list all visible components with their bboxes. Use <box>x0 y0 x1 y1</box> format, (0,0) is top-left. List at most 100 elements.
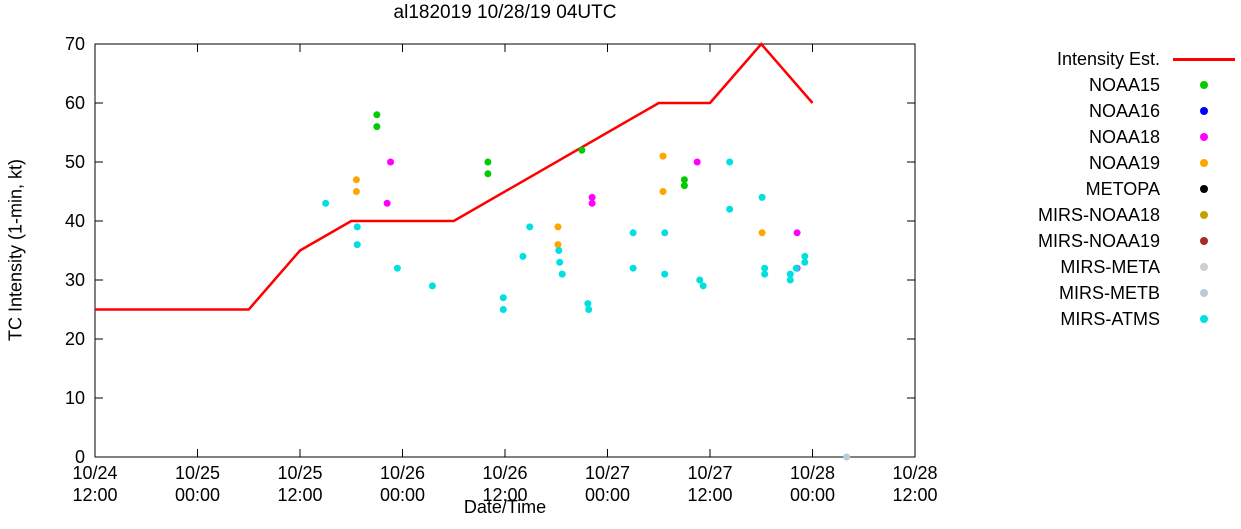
scatter-point-noaa19 <box>659 152 667 160</box>
scatter-point-noaa18 <box>693 158 701 166</box>
legend-dot-sample <box>1172 237 1236 245</box>
scatter-point-noaa15 <box>373 123 381 131</box>
y-tick-label: 0 <box>74 447 85 467</box>
legend-dot-sample <box>1172 133 1236 141</box>
scatter-point-mirs-atms <box>661 229 669 237</box>
scatter-point-noaa15 <box>484 158 492 166</box>
legend-label: NOAA18 <box>1088 126 1160 147</box>
y-tick-label: 30 <box>64 270 85 290</box>
scatter-point-mirs-atms <box>801 252 809 260</box>
legend-line-sample <box>1172 57 1236 61</box>
scatter-point-mirs-atms <box>499 294 507 302</box>
y-tick-label: 10 <box>64 388 85 408</box>
legend-item-mirs-meta: MIRS-META <box>980 254 1236 280</box>
scatter-point-mirs-metb <box>843 453 851 461</box>
chart-title: al182019 10/28/19 04UTC <box>393 2 617 23</box>
dot-swatch <box>1200 107 1208 115</box>
scatter-point-mirs-atms <box>322 199 330 207</box>
scatter-point-noaa18 <box>383 199 391 207</box>
dot-swatch <box>1200 133 1208 141</box>
legend-label: MIRS-ATMS <box>1060 308 1160 329</box>
legend-dot-sample <box>1172 263 1236 271</box>
x-tick-label: 10/24 12:00 <box>72 463 118 505</box>
legend-label: MIRS-META <box>1060 256 1160 277</box>
scatter-point-mirs-atms <box>761 264 769 272</box>
legend-dot-sample <box>1172 315 1236 323</box>
scatter-point-noaa19 <box>554 223 562 231</box>
scatter-point-noaa19 <box>352 188 360 195</box>
y-tick-label: 20 <box>64 329 85 349</box>
legend-dot-sample <box>1172 159 1236 167</box>
scatter-point-mirs-atms <box>353 241 361 249</box>
legend-label: MIRS-NOAA18 <box>1037 204 1160 225</box>
scatter-point-noaa18 <box>387 158 395 166</box>
scatter-point-mirs-atms <box>801 258 809 266</box>
scatter-point-mirs-atms <box>629 229 637 237</box>
x-tick-label: 10/26 00:00 <box>379 463 426 505</box>
legend-label: MIRS-METB <box>1059 282 1160 303</box>
scatter-point-mirs-atms <box>555 247 563 254</box>
x-tick-label: 10/25 12:00 <box>277 463 323 505</box>
legend-dot-sample <box>1172 289 1236 297</box>
legend-item-noaa15: NOAA15 <box>980 72 1236 98</box>
legend-item-mirs-noaa18: MIRS-NOAA18 <box>980 202 1236 228</box>
legend-label: NOAA15 <box>1088 74 1160 95</box>
scatter-point-mirs-atms <box>792 264 800 272</box>
x-tick-label: 10/25 00:00 <box>174 463 221 505</box>
scatter-point-noaa15 <box>680 176 688 184</box>
dot-swatch <box>1200 185 1208 193</box>
legend-item-mirs-metb: MIRS-METB <box>980 280 1236 306</box>
scatter-point-mirs-atms <box>526 223 534 231</box>
legend-label: Intensity Est. <box>1056 48 1160 69</box>
line-swatch <box>1173 57 1235 61</box>
legend-item-metopa: METOPA <box>980 176 1236 202</box>
scatter-point-noaa15 <box>578 146 586 154</box>
scatter-point-mirs-atms <box>629 264 637 272</box>
y-tick-label: 40 <box>64 211 85 231</box>
legend-dot-sample <box>1172 107 1236 115</box>
scatter-point-mirs-atms <box>393 264 401 272</box>
scatter-point-mirs-atms <box>353 223 361 231</box>
y-tick-label: 60 <box>64 93 85 113</box>
x-tick-label: 10/27 12:00 <box>687 463 733 505</box>
dot-swatch <box>1200 211 1208 219</box>
scatter-point-mirs-atms <box>519 252 527 260</box>
dot-swatch <box>1200 289 1208 297</box>
x-tick-label: 10/27 00:00 <box>584 463 631 505</box>
scatter-point-mirs-atms <box>556 258 564 266</box>
legend-dot-sample <box>1172 211 1236 219</box>
scatter-point-noaa18 <box>588 199 596 207</box>
scatter-point-mirs-atms <box>558 270 566 278</box>
legend-item-noaa16: NOAA16 <box>980 98 1236 124</box>
scatter-point-noaa19 <box>758 229 766 237</box>
scatter-point-mirs-atms <box>726 158 734 166</box>
scatter-point-noaa18 <box>793 229 801 237</box>
y-tick-label: 70 <box>64 34 85 54</box>
legend-dot-sample <box>1172 185 1236 193</box>
legend-item-intensity-est-: Intensity Est. <box>980 46 1236 72</box>
legend-item-mirs-noaa19: MIRS-NOAA19 <box>980 228 1236 254</box>
legend-label: MIRS-NOAA19 <box>1037 230 1160 251</box>
scatter-point-mirs-atms <box>696 276 704 284</box>
scatter-point-mirs-atms <box>699 282 707 290</box>
dot-swatch <box>1200 315 1208 323</box>
legend-label: NOAA16 <box>1088 100 1160 121</box>
scatter-point-noaa15 <box>680 182 688 190</box>
scatter-point-noaa15 <box>484 170 492 178</box>
scatter-point-noaa19 <box>352 176 360 184</box>
scatter-point-mirs-atms <box>585 306 593 313</box>
scatter-point-mirs-atms <box>761 270 769 278</box>
legend-item-noaa19: NOAA19 <box>980 150 1236 176</box>
x-tick-label: 10/26 12:00 <box>482 463 528 505</box>
dot-swatch <box>1200 159 1208 167</box>
intensity-line <box>95 42 814 311</box>
scatter-point-mirs-atms <box>726 205 734 213</box>
scatter-point-mirs-atms <box>428 282 436 290</box>
x-tick-label: 10/28 12:00 <box>892 463 938 505</box>
scatter-point-noaa19 <box>659 188 667 195</box>
legend-item-noaa18: NOAA18 <box>980 124 1236 150</box>
scatter-point-mirs-atms <box>758 193 766 201</box>
legend-label: NOAA19 <box>1088 152 1160 173</box>
dot-swatch <box>1200 237 1208 245</box>
scatter-point-mirs-atms <box>786 270 794 278</box>
